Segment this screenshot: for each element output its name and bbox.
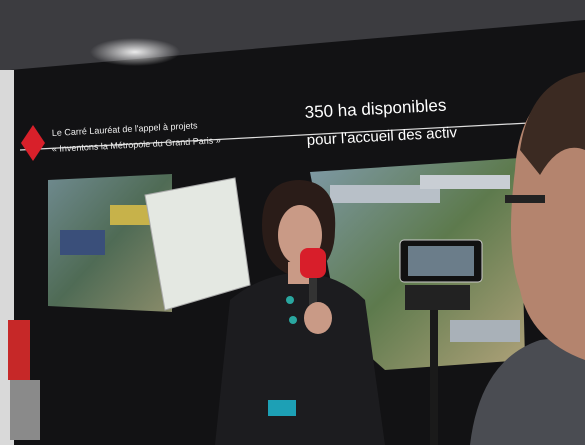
- badge: [268, 400, 296, 416]
- man-hair: [520, 72, 585, 175]
- site-plan: [144, 177, 251, 311]
- mic-handle: [309, 270, 317, 320]
- warehouses: [330, 185, 440, 203]
- necklace: [286, 296, 294, 304]
- banner-rule: [19, 119, 585, 151]
- tripod-head: [405, 285, 470, 310]
- buildings: [110, 205, 150, 225]
- necklace: [289, 316, 297, 324]
- tripod: [430, 305, 438, 445]
- red-box: [8, 320, 30, 380]
- crate: [10, 380, 40, 440]
- woman-hand: [304, 302, 332, 334]
- warehouses: [420, 175, 510, 189]
- woman-body: [215, 272, 385, 445]
- ceiling-light: [90, 38, 180, 66]
- man-glasses: [505, 195, 545, 203]
- buildings: [60, 230, 105, 255]
- warehouses: [450, 320, 520, 342]
- phone-screen: [408, 246, 474, 276]
- microphone: [300, 248, 326, 278]
- man-shoulder: [470, 335, 585, 445]
- logo-diamond: [21, 125, 45, 161]
